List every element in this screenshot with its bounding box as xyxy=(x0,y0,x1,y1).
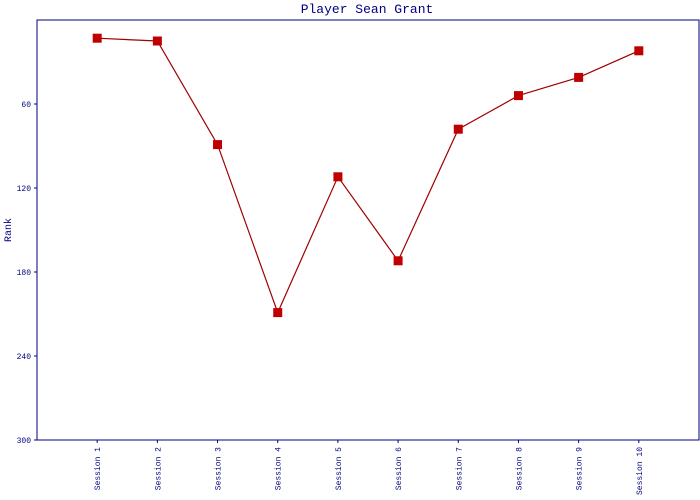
y-tick-label: 300 xyxy=(17,437,32,446)
plot-frame xyxy=(36,19,700,441)
point xyxy=(393,256,403,266)
y-tick-label: 60 xyxy=(21,101,31,110)
point xyxy=(213,140,223,150)
y-tick-label: 240 xyxy=(17,353,32,362)
x-tick-label: Session 9 xyxy=(576,447,585,490)
x-tick-label: Session 3 xyxy=(215,447,224,490)
point xyxy=(453,124,463,134)
point xyxy=(273,308,283,318)
x-tick-label: Session 2 xyxy=(154,447,163,490)
series-line xyxy=(97,37,640,315)
x-tick-label: Session 1 xyxy=(94,447,103,490)
x-tick-label: Session 6 xyxy=(395,447,404,490)
x-tick-label: Session 4 xyxy=(275,447,284,490)
point xyxy=(574,72,584,82)
point xyxy=(513,91,523,101)
chart-title: Player Sean Grant xyxy=(301,2,434,17)
x-tick-label: Session 5 xyxy=(335,447,344,490)
x-tick-label: Session 10 xyxy=(636,447,645,495)
x-tick-label: Session 7 xyxy=(455,447,464,490)
y-axis-label: Rank xyxy=(3,218,15,242)
point xyxy=(152,36,162,46)
y-tick-label: 180 xyxy=(17,269,32,278)
point xyxy=(92,33,102,43)
y-tick-label: 120 xyxy=(17,185,32,194)
point xyxy=(333,172,343,182)
point xyxy=(634,46,644,56)
x-tick-label: Session 8 xyxy=(515,447,524,490)
